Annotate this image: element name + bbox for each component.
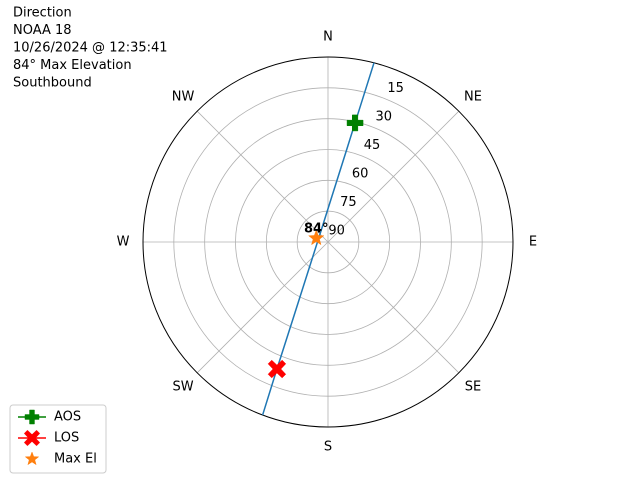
title-line: 84° Max Elevation [13, 58, 132, 73]
grid-spoke [196, 241, 329, 374]
r-tick-label: 45 [364, 138, 381, 153]
annotation: 84° [304, 222, 329, 237]
r-tick-label: 75 [340, 195, 357, 210]
grid-spoke [327, 110, 460, 243]
legend-label: AOS [54, 410, 81, 425]
title-line: Direction [13, 6, 72, 21]
plus-marker [346, 114, 364, 132]
theta-label: SE [465, 379, 481, 394]
star-marker [307, 229, 325, 246]
legend-label: LOS [54, 431, 79, 446]
legend: AOS LOS Max El [9, 404, 107, 474]
theta-label: NW [172, 90, 195, 105]
theta-label: S [324, 440, 332, 455]
theta-label: NE [464, 90, 482, 105]
theta-label: E [529, 235, 537, 250]
r-tick-label: 90 [328, 223, 345, 238]
theta-label: N [323, 30, 333, 45]
title-line: Southbound [13, 76, 92, 91]
r-tick-label: 30 [376, 109, 393, 124]
x-marker [23, 429, 41, 447]
r-tick-label: 60 [352, 166, 369, 181]
x-marker [267, 359, 287, 379]
grid-spoke [196, 110, 329, 243]
title-line: 10/26/2024 @ 12:35:41 [13, 41, 168, 56]
outer-ring [142, 56, 514, 428]
theta-label: SW [172, 379, 193, 394]
theta-label: W [117, 235, 130, 250]
grid-spoke [327, 241, 460, 374]
title-line: NOAA 18 [13, 23, 72, 38]
r-tick-label: 15 [387, 81, 404, 96]
star-marker [24, 451, 40, 466]
plus-marker [24, 409, 40, 425]
legend-label: Max El [54, 452, 97, 467]
